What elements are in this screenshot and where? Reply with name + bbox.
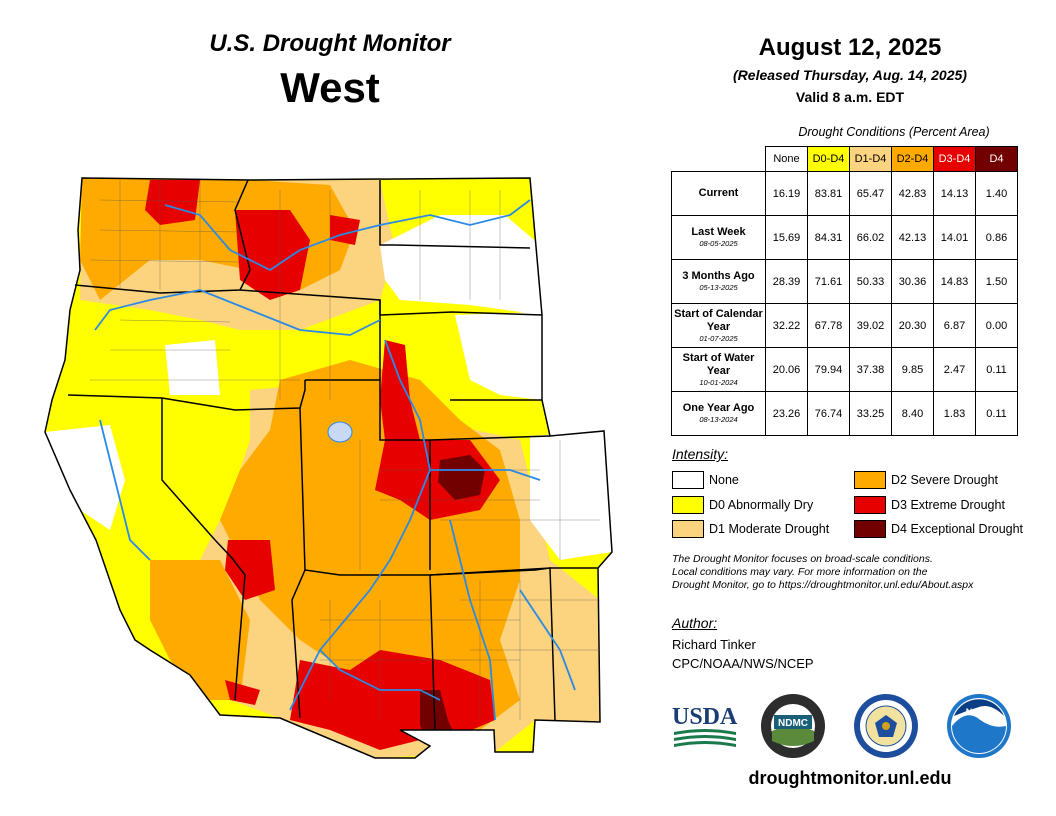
svg-text:USDA: USDA bbox=[672, 704, 738, 730]
col-header: D4 bbox=[975, 146, 1018, 172]
release-date: (Released Thursday, Aug. 14, 2025) bbox=[733, 67, 967, 83]
website-url: droughtmonitor.unl.edu bbox=[748, 768, 952, 788]
valid-time: Valid 8 a.m. EDT bbox=[795, 89, 905, 105]
legend-swatch bbox=[854, 471, 886, 489]
table-cell: 1.83 bbox=[933, 391, 976, 436]
table-cell: 71.61 bbox=[807, 259, 850, 304]
table-cell: 32.22 bbox=[765, 303, 808, 348]
row-header: Last Week 08-05-2025 bbox=[671, 215, 766, 260]
table-cell: 14.13 bbox=[933, 171, 976, 216]
table-cell: 15.69 bbox=[765, 215, 808, 260]
table-cell: 0.11 bbox=[975, 391, 1018, 436]
table-cell: 20.30 bbox=[891, 303, 934, 348]
table-cell: 28.39 bbox=[765, 259, 808, 304]
legend-swatch bbox=[672, 496, 704, 514]
map-date: August 12, 2025 bbox=[758, 34, 942, 61]
row-header: 3 Months Ago 05-13-2025 bbox=[671, 259, 766, 304]
drought-conditions-table: None D0-D4 D1-D4 D2-D4 D3-D4 D4 Current … bbox=[671, 146, 1018, 436]
legend-title: Intensity: bbox=[672, 446, 729, 462]
col-header: None bbox=[765, 146, 808, 172]
table-cell: 42.83 bbox=[891, 171, 934, 216]
table-row: 3 Months Ago 05-13-2025 28.39 71.61 50.33… bbox=[671, 259, 1018, 304]
table-cell: 50.33 bbox=[849, 259, 892, 304]
row-header: One Year Ago 08-13-2024 bbox=[671, 391, 766, 436]
table-cell: 67.78 bbox=[807, 303, 850, 348]
table-cell: 14.83 bbox=[933, 259, 976, 304]
table-cell: 0.86 bbox=[975, 215, 1018, 260]
table-cell: 6.87 bbox=[933, 303, 976, 348]
legend-swatch bbox=[672, 471, 704, 489]
commerce-seal-logo bbox=[854, 694, 918, 758]
table-cell: 42.13 bbox=[891, 215, 934, 260]
drought-map bbox=[44, 177, 613, 759]
note-line: Drought Monitor, go to https://droughtmo… bbox=[672, 579, 974, 591]
table-cell: 84.31 bbox=[807, 215, 850, 260]
col-header: D3-D4 bbox=[933, 146, 976, 172]
legend-swatch bbox=[854, 496, 886, 514]
table-row: Last Week 08-05-2025 15.69 84.31 66.02 42… bbox=[671, 215, 1018, 260]
conditions-caption: Drought Conditions (Percent Area) bbox=[798, 125, 990, 139]
table-cell: 76.74 bbox=[807, 391, 850, 436]
legend-label: D4 Exceptional Drought bbox=[891, 522, 1024, 536]
table-cell: 39.02 bbox=[849, 303, 892, 348]
legend-label: D0 Abnormally Dry bbox=[709, 498, 814, 512]
legend-label: D3 Extreme Drought bbox=[891, 498, 1005, 512]
table-row: Start of Water Year 10-01-2024 20.06 79.9… bbox=[671, 347, 1018, 392]
row-header: Start of Calendar Year 01-07-2025 bbox=[671, 303, 766, 348]
usda-logo: USDA bbox=[672, 704, 738, 747]
table-cell: 0.00 bbox=[975, 303, 1018, 348]
row-header: Current bbox=[671, 171, 766, 216]
region-title: West bbox=[280, 64, 380, 111]
table-cell: 23.26 bbox=[765, 391, 808, 436]
disclaimer-note: The Drought Monitor focuses on broad-sca… bbox=[672, 553, 1042, 592]
legend-label: D2 Severe Drought bbox=[891, 473, 999, 487]
note-line: Local conditions may vary. For more info… bbox=[672, 566, 928, 578]
table-cell: 2.47 bbox=[933, 347, 976, 392]
table-cell: 79.94 bbox=[807, 347, 850, 392]
noaa-logo-text: NOAA bbox=[966, 707, 993, 717]
map-series-title: U.S. Drought Monitor bbox=[209, 30, 451, 57]
col-header: D2-D4 bbox=[891, 146, 934, 172]
table-cell: 37.38 bbox=[849, 347, 892, 392]
legend-swatch bbox=[672, 520, 704, 538]
table-header-row: None D0-D4 D1-D4 D2-D4 D3-D4 D4 bbox=[671, 146, 1018, 172]
legend-label: None bbox=[709, 473, 739, 487]
table-cell: 1.50 bbox=[975, 259, 1018, 304]
noaa-logo: NOAA bbox=[947, 694, 1011, 758]
table-cell: 20.06 bbox=[765, 347, 808, 392]
table-cell: 16.19 bbox=[765, 171, 808, 216]
legend-label: D1 Moderate Drought bbox=[709, 522, 830, 536]
author-name: Richard Tinker bbox=[672, 637, 756, 652]
legend-swatch bbox=[854, 520, 886, 538]
author-org: CPC/NOAA/NWS/NCEP bbox=[672, 656, 814, 671]
table-cell: 14.01 bbox=[933, 215, 976, 260]
table-cell: 30.36 bbox=[891, 259, 934, 304]
author-heading: Author: bbox=[672, 615, 718, 631]
ndmc-logo-text: NDMC bbox=[778, 718, 808, 729]
ndmc-logo: NDMC bbox=[761, 694, 825, 758]
table-row: Current 16.19 83.81 65.47 42.83 14.13 1.… bbox=[671, 171, 1018, 216]
col-header: D1-D4 bbox=[849, 146, 892, 172]
table-cell: 1.40 bbox=[975, 171, 1018, 216]
table-cell: 33.25 bbox=[849, 391, 892, 436]
table-cell: 83.81 bbox=[807, 171, 850, 216]
table-corner bbox=[671, 146, 766, 172]
table-cell: 8.40 bbox=[891, 391, 934, 436]
table-cell: 9.85 bbox=[891, 347, 934, 392]
table-row: One Year Ago 08-13-2024 23.26 76.74 33.25… bbox=[671, 391, 1018, 436]
table-cell: 0.11 bbox=[975, 347, 1018, 392]
table-row: Start of Calendar Year 01-07-2025 32.22 6… bbox=[671, 303, 1018, 348]
table-cell: 66.02 bbox=[849, 215, 892, 260]
col-header: D0-D4 bbox=[807, 146, 850, 172]
row-header: Start of Water Year 10-01-2024 bbox=[671, 347, 766, 392]
table-cell: 65.47 bbox=[849, 171, 892, 216]
note-line: The Drought Monitor focuses on broad-sca… bbox=[672, 553, 933, 565]
